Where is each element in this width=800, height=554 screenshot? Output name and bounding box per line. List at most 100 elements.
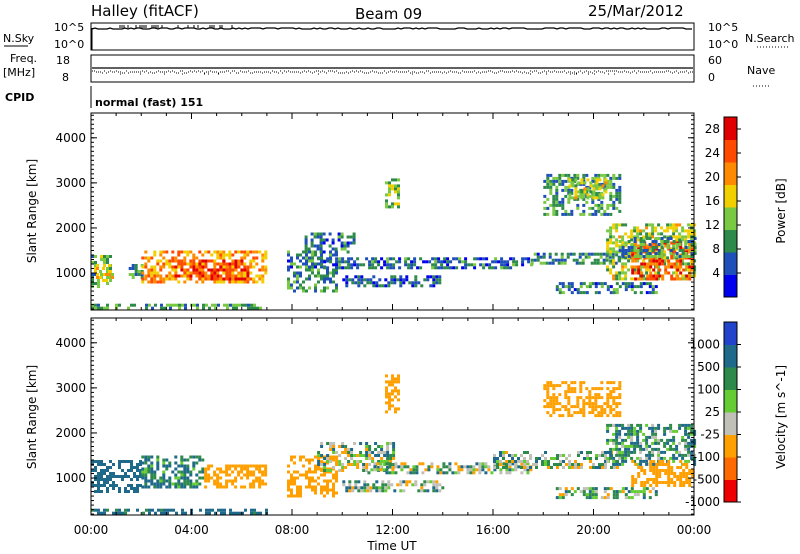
echo-cell-0-6	[299, 283, 302, 287]
echo-cell-0-3	[156, 274, 160, 278]
echo-cell-0-14	[558, 291, 562, 295]
echo-cell-1-0	[133, 487, 136, 490]
echo-cell-0-6	[287, 268, 290, 272]
echo-cell-0-16	[643, 265, 647, 269]
echo-cell-0-12	[552, 176, 556, 180]
echo-cell-1-5	[320, 442, 324, 445]
echo-cell-0-15	[606, 238, 610, 242]
echo-cell-0-17	[642, 249, 646, 252]
echo-cell-0-16	[673, 250, 677, 254]
echo-cell-0-4	[237, 265, 241, 269]
echo-cell-0-6	[314, 283, 317, 287]
echo-cell-0-17	[678, 243, 682, 246]
echo-cell-1-0	[133, 475, 136, 478]
echo-cell-1-1	[141, 467, 145, 471]
echo-cell-0-12	[612, 194, 616, 198]
echo-cell-0-8	[374, 260, 378, 264]
echo-cell-1-0	[124, 475, 127, 478]
echo-cell-1-13	[652, 460, 656, 463]
echo-cell-1-11	[621, 490, 625, 494]
echo-cell-1-11	[612, 493, 616, 497]
cpid-panel: CPID normal (fast) 151	[5, 86, 203, 109]
echo-cell-1-10	[564, 408, 568, 412]
echo-cell-0-8	[494, 257, 498, 261]
echo-cell-1-3	[256, 511, 259, 515]
echo-cell-0-15	[693, 229, 697, 233]
echo-cell-0-15	[663, 250, 667, 254]
echo-cell-0-9	[363, 284, 367, 288]
echo-cell-1-0	[106, 475, 109, 478]
echo-cell-0-7	[319, 241, 323, 245]
echo-cell-1-9	[523, 466, 526, 469]
echo-cell-1-7	[375, 489, 379, 493]
echo-cell-1-10	[603, 411, 607, 415]
echo-cell-0-9	[393, 281, 397, 285]
echo-cell-1-7	[357, 486, 361, 490]
echo-cell-0-4	[228, 265, 232, 269]
echo-cell-1-6	[478, 468, 482, 472]
echo-cell-1-12	[621, 462, 625, 466]
echo-cell-1-3	[241, 511, 244, 515]
echo-cell-0-15	[621, 235, 625, 239]
echo-cell-1-9	[502, 454, 505, 457]
echo-cell-1-10	[570, 387, 574, 391]
echo-cell-0-3	[261, 280, 265, 284]
echo-cell-0-11	[578, 261, 582, 265]
echo-cell-0-11	[569, 252, 573, 256]
echo-cell-1-5	[368, 457, 372, 460]
echo-cell-1-0	[121, 478, 124, 481]
echo-cell-0-9	[432, 278, 436, 282]
colorbar-segment	[724, 367, 737, 390]
echo-cell-0-15	[615, 244, 619, 248]
echo-cell-0-8	[377, 260, 381, 264]
echo-cell-0-17	[654, 246, 658, 249]
echo-cell-1-11	[624, 487, 628, 491]
echo-cell-1-5	[353, 463, 357, 466]
echo-cell-1-12	[633, 450, 637, 454]
echo-cell-0-17	[639, 252, 643, 255]
echo-cell-0-3	[144, 250, 148, 254]
echo-cell-0-6	[305, 259, 308, 263]
echo-cell-0-16	[646, 262, 650, 266]
echo-cell-0-17	[642, 240, 646, 243]
echo-cell-1-12	[648, 450, 652, 454]
echo-cell-1-5	[380, 451, 384, 454]
nsky-tick-top: 10^5	[54, 21, 84, 34]
echo-cell-1-10	[552, 387, 556, 391]
echo-cell-0-1	[96, 276, 99, 279]
echo-cell-0-6	[326, 277, 329, 281]
echo-cell-0-15	[606, 241, 610, 245]
echo-cell-1-6	[526, 471, 530, 475]
echo-cell-0-14	[648, 285, 652, 289]
echo-cell-0-0	[94, 267, 97, 270]
echo-cell-0-16	[655, 274, 659, 278]
echo-cell-0-5	[214, 306, 217, 310]
echo-cell-1-0	[106, 490, 109, 493]
echo-cell-1-1	[168, 482, 172, 486]
echo-cell-1-12	[615, 426, 619, 430]
echo-cell-0-8	[512, 260, 516, 264]
echo-cell-0-17	[624, 252, 628, 255]
echo-cell-0-15	[630, 229, 634, 233]
echo-cell-1-13	[679, 481, 683, 484]
echo-cell-0-8	[371, 260, 375, 264]
echo-cell-1-3	[259, 511, 262, 515]
echo-cell-0-10	[397, 187, 400, 191]
echo-cell-1-4	[329, 488, 332, 492]
echo-cell-1-9	[589, 466, 592, 469]
echo-cell-1-12	[606, 459, 610, 463]
echo-cell-0-16	[646, 274, 650, 278]
echo-cell-0-11	[602, 258, 606, 262]
colorbar-segment	[724, 322, 737, 345]
echo-cell-0-3	[174, 256, 178, 260]
echo-cell-1-13	[634, 463, 638, 466]
echo-cell-1-13	[664, 463, 668, 466]
echo-cell-1-6	[412, 471, 416, 475]
echo-cell-1-6	[454, 462, 458, 466]
echo-cell-1-13	[658, 475, 662, 478]
echo-cell-1-13	[652, 466, 656, 469]
echo-cell-0-13	[571, 181, 575, 185]
echo-cell-0-17	[660, 243, 664, 246]
echo-cell-1-10	[606, 402, 610, 406]
echo-cell-1-10	[546, 387, 550, 391]
